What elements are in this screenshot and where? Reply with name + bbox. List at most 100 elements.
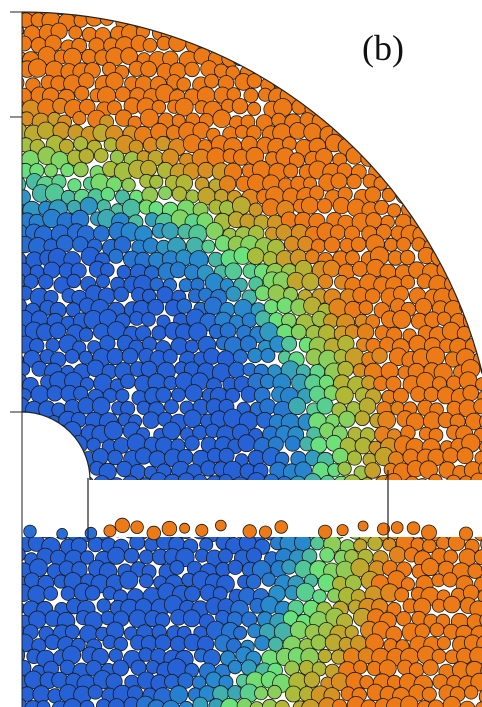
particle — [306, 77, 322, 93]
particle — [205, 74, 219, 88]
particle — [347, 174, 361, 188]
particle — [69, 26, 82, 39]
particle — [44, 164, 57, 177]
particle — [387, 204, 400, 217]
particle — [92, 0, 110, 16]
particle — [459, 202, 475, 218]
particle — [338, 462, 351, 475]
particle — [150, 175, 163, 188]
particle — [437, 138, 452, 153]
particle — [348, 102, 361, 115]
particle — [120, 571, 138, 589]
particle — [418, 51, 434, 67]
particle — [473, 252, 482, 267]
particle — [372, 348, 387, 363]
particle — [355, 411, 370, 426]
particle — [435, 87, 453, 105]
particle — [340, 36, 355, 51]
particle — [381, 89, 398, 106]
particle — [96, 275, 109, 288]
particle — [254, 34, 272, 52]
particle — [373, 98, 391, 116]
particle — [139, 574, 153, 588]
particle — [339, 411, 355, 427]
particle — [421, 14, 438, 31]
particle — [143, 412, 160, 429]
particle — [471, 74, 482, 88]
particle — [359, 301, 373, 315]
particle — [338, 361, 354, 377]
particle — [139, 648, 153, 662]
particle — [332, 74, 348, 90]
particle — [389, 103, 403, 117]
particle — [250, 702, 264, 707]
particle — [332, 25, 346, 39]
particle — [228, 660, 241, 673]
particle — [215, 520, 226, 531]
particle — [70, 436, 88, 454]
particle — [360, 75, 377, 92]
particle — [242, 35, 258, 51]
particle — [423, 660, 439, 676]
particle — [114, 287, 129, 302]
particle — [196, 524, 208, 536]
particle — [473, 523, 482, 541]
particle — [475, 27, 482, 42]
particle — [121, 374, 136, 389]
particle — [226, 287, 241, 302]
particle — [308, 61, 326, 79]
particle — [411, 136, 425, 150]
particle — [320, 548, 335, 563]
particle — [470, 177, 482, 192]
particle — [285, 686, 301, 702]
particle — [437, 636, 450, 649]
particle — [204, 297, 222, 315]
particle — [170, 14, 185, 29]
particle — [472, 324, 482, 342]
particle — [318, 274, 332, 288]
particle — [376, 74, 392, 90]
particle — [371, 15, 384, 28]
particle — [130, 535, 145, 550]
particle — [306, 25, 320, 39]
particle — [424, 163, 439, 178]
particle — [262, 27, 279, 44]
particle — [317, 199, 332, 214]
particle — [289, 398, 306, 415]
particle — [330, 50, 345, 65]
particle — [259, 526, 271, 538]
particle — [67, 274, 81, 288]
particle — [28, 453, 41, 466]
particle — [424, 139, 441, 156]
particle — [300, 11, 315, 26]
particle — [9, 24, 23, 38]
particle — [403, 1, 416, 14]
particle — [93, 476, 110, 493]
particle — [183, 610, 200, 627]
particle — [443, 126, 459, 142]
particle — [443, 0, 460, 16]
particle — [451, 162, 467, 178]
particle — [458, 99, 474, 115]
particle — [456, 276, 473, 293]
particle — [311, 635, 326, 650]
particle — [169, 34, 186, 51]
particle — [172, 187, 186, 201]
particle — [284, 236, 299, 251]
particle — [28, 59, 46, 77]
particle — [353, 13, 369, 29]
particle — [440, 212, 455, 227]
particle — [183, 12, 200, 29]
particle — [75, 86, 89, 100]
particle — [347, 124, 363, 140]
particle — [116, 389, 129, 402]
particle — [289, 476, 307, 494]
particle — [477, 289, 482, 307]
particle — [446, 475, 460, 489]
particle — [284, 64, 297, 77]
particle — [462, 137, 480, 155]
particle — [291, 3, 305, 17]
particle — [22, 427, 37, 442]
particle — [38, 422, 56, 440]
particle — [455, 225, 473, 243]
